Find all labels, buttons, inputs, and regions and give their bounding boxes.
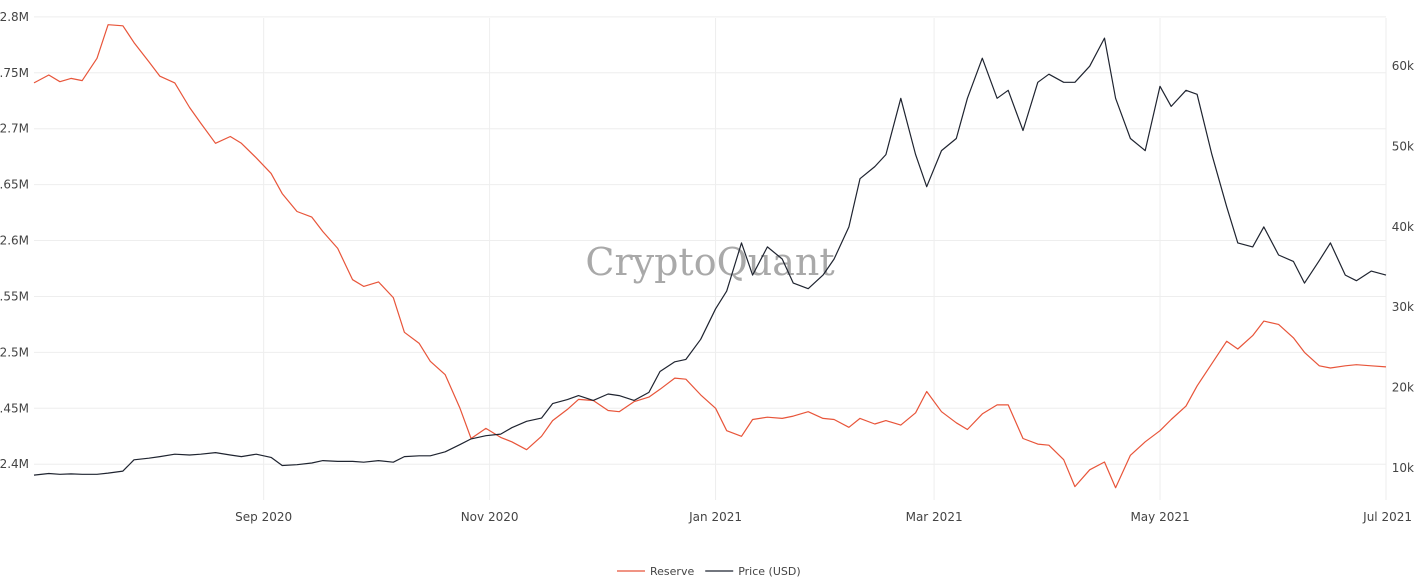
left-tick-label: 2.55M	[0, 289, 29, 303]
watermark-logo: CryptoQuant	[585, 240, 834, 284]
series-layer	[33, 24, 1387, 489]
series-line-price-usd	[33, 37, 1387, 476]
left-tick-label: 2.75M	[0, 66, 29, 80]
legend-label: Price (USD)	[738, 565, 800, 578]
left-tick-label: 2.45M	[0, 401, 29, 415]
x-axis: Sep 2020 Nov 2020 Jan 2021 Mar 2021 May 2021…	[235, 510, 1412, 524]
left-tick-label: 2.4M	[0, 457, 29, 471]
right-tick-label: 40k	[1392, 220, 1414, 234]
right-tick-label: 20k	[1392, 381, 1414, 395]
x-tick-label: Jan 2021	[688, 510, 742, 524]
left-tick-label: 2.65M	[0, 178, 29, 192]
right-tick-label: 10k	[1392, 461, 1414, 475]
series-line-reserve	[33, 24, 1387, 489]
left-tick-label: 2.8M	[0, 10, 29, 24]
x-tick-label: Mar 2021	[906, 510, 963, 524]
x-tick-label: Jul 2021	[1362, 510, 1412, 524]
right-tick-label: 60k	[1392, 59, 1414, 73]
x-tick-label: Nov 2020	[461, 510, 519, 524]
x-tick-label: May 2021	[1130, 510, 1189, 524]
legend-item-price-usd[interactable]: Price (USD)	[705, 565, 801, 578]
right-axis: 10k 20k 30k 40k 50k 60k	[1392, 59, 1414, 475]
right-tick-label: 30k	[1392, 300, 1414, 314]
gridlines	[34, 16, 1387, 500]
right-tick-label: 50k	[1392, 140, 1414, 154]
x-tick-label: Sep 2020	[235, 510, 292, 524]
left-tick-label: 2.5M	[0, 345, 29, 359]
legend-item-reserve[interactable]: Reserve	[617, 565, 694, 578]
legend-label: Reserve	[650, 565, 694, 578]
legend: Reserve Price (USD)	[617, 565, 801, 578]
left-axis: 2.4M 2.45M 2.5M 2.55M 2.6M 2.65M 2.7M 2.75M 2.8M	[0, 10, 29, 471]
left-tick-label: 2.6M	[0, 234, 29, 248]
left-tick-label: 2.7M	[0, 122, 29, 136]
